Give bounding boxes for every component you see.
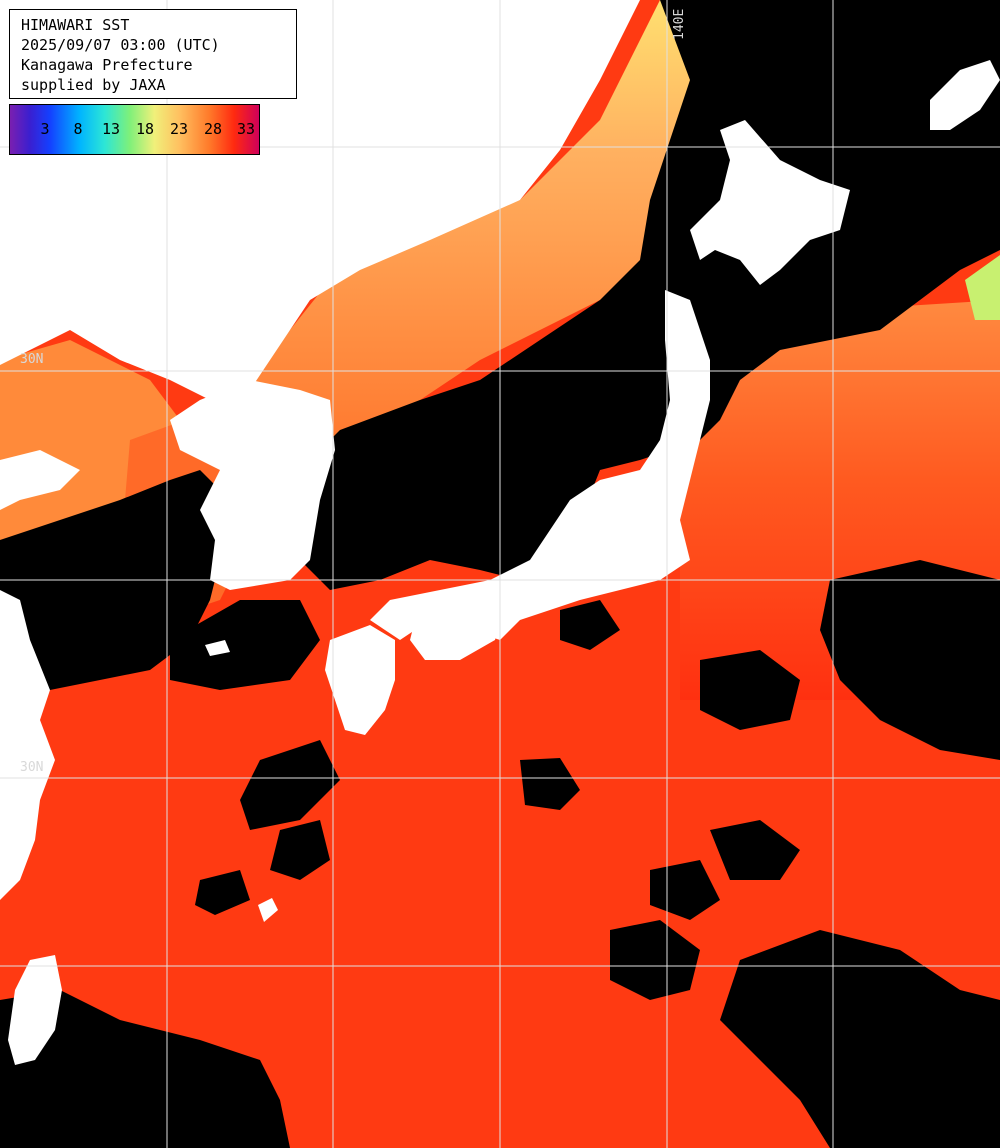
legend-tick: 8 [73,120,83,138]
lon-label-top: 140E [672,8,687,40]
timestamp: 2025/09/07 03:00 (UTC) [21,36,220,54]
legend-tick: 18 [135,120,155,138]
legend-tick: 28 [203,120,223,138]
legend-tick: 3 [40,120,50,138]
ne-cool [965,255,1000,320]
legend-tick: 33 [236,120,256,138]
provider-prefecture: Kanagawa Prefecture [21,56,193,74]
supplier: supplied by JAXA [21,76,166,94]
color-scale-legend: 3 8 13 18 23 28 33 [9,104,260,155]
product-name: HIMAWARI SST [21,16,130,34]
legend-labels: 3 8 13 18 23 28 33 [10,120,259,140]
legend-tick: 13 [101,120,121,138]
title-block: HIMAWARI SST 2025/09/07 03:00 (UTC) Kana… [9,9,297,99]
sea-of-japan [250,0,740,440]
lat-label-bottom: 30N [20,760,44,775]
lat-label-top: 30N [20,352,44,367]
land [0,0,1000,1065]
legend-tick: 23 [169,120,189,138]
